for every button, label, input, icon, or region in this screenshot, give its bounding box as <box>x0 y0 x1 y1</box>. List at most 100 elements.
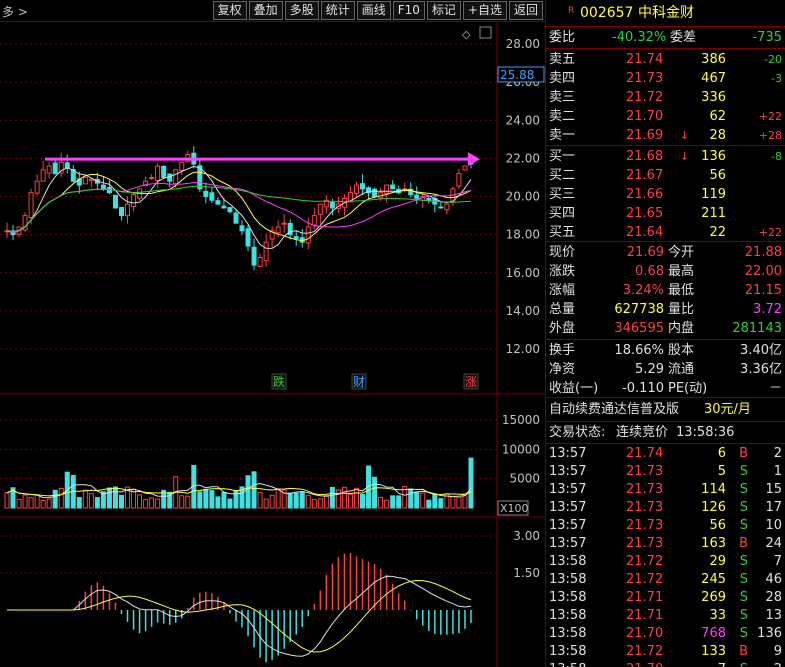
candle-body <box>203 190 209 197</box>
tick-row: 13:58 21.70 768 S 136 <box>546 625 785 643</box>
price-axis-label: 16.00 <box>506 266 540 280</box>
promo-row[interactable]: 自动续费通达信普及版 30元/月 <box>546 400 785 419</box>
volume-bar <box>185 495 191 509</box>
toolbar-button[interactable]: 复权 <box>212 1 247 20</box>
chart-toolbar: 多 > 复权 叠加 多股 统计 画线 F10 标记 +自选 返回 <box>0 0 545 22</box>
volume-bar <box>197 491 203 509</box>
tick-row: 13:57 21.73 114 S 15 <box>546 481 785 499</box>
trade-status-value: 连续竞价 <box>616 425 669 440</box>
candle-body <box>414 194 420 199</box>
quote-value: 346595 <box>614 321 664 336</box>
volume-bar <box>462 492 468 509</box>
event-marker: 跌 <box>273 374 285 389</box>
tick-time: 13:58 <box>549 644 587 659</box>
tick-side: S <box>739 572 748 587</box>
asks-row: 卖二 21.70 62 +22 <box>546 107 785 126</box>
promo-text[interactable]: 自动续费通达信普及版 <box>549 402 680 417</box>
toolbar-button[interactable]: 画线 <box>356 1 391 20</box>
tick-count: 15 <box>765 482 782 497</box>
volume-bar <box>456 496 462 509</box>
asks-label: 卖五 <box>549 52 576 67</box>
quote-value: 21.15 <box>744 283 782 298</box>
candle-body <box>131 194 137 208</box>
asks-price: 21.73 <box>626 71 664 86</box>
toolbar-button[interactable]: +自选 <box>462 1 507 20</box>
tick-row: 13:58 21.70 7 S 2 <box>546 661 785 667</box>
asks-change: +28 <box>758 129 782 142</box>
volume-bar <box>28 497 34 509</box>
toolbar-button[interactable]: F10 <box>392 1 425 20</box>
asks-row: 卖五 21.74 386 -20 <box>546 50 785 69</box>
toolbar-button[interactable]: 返回 <box>508 1 543 20</box>
candle-body <box>64 162 70 169</box>
quote-value: 21.88 <box>744 245 782 260</box>
toolbar-button[interactable]: 叠加 <box>248 1 283 20</box>
toolbar-button[interactable]: 统计 <box>320 1 355 20</box>
bids-row: 买三 21.66 119 <box>546 185 785 204</box>
bids-label: 买三 <box>549 187 576 202</box>
volume-bar <box>106 487 112 509</box>
period-menu[interactable]: 多 > <box>2 5 28 19</box>
volume-bar <box>305 494 311 509</box>
tick-count: 10 <box>765 518 782 533</box>
stock-name: 中科金财 <box>638 5 694 21</box>
volume-bar <box>203 488 209 509</box>
tick-count: 2 <box>774 661 782 667</box>
bids-label: 买二 <box>549 168 576 183</box>
tick-price: 21.71 <box>626 590 664 605</box>
bids-volume: 119 <box>701 187 726 202</box>
volume-bar <box>88 493 94 509</box>
quote-label: 涨跌 <box>549 264 576 279</box>
volume-bar <box>34 494 40 509</box>
volume-bar <box>251 471 257 509</box>
bids-price: 21.67 <box>626 168 664 183</box>
asks-price: 21.72 <box>626 90 664 105</box>
ma5-line <box>6 165 472 249</box>
asks-change: -20 <box>764 53 782 66</box>
quote-value: 0.68 <box>635 264 664 279</box>
stats-label: 股本 <box>668 343 695 358</box>
candle-body <box>112 194 118 209</box>
candle-body <box>384 184 390 194</box>
candle-body <box>390 184 396 190</box>
volume-bar <box>281 489 287 509</box>
tick-side: B <box>739 644 748 659</box>
bids-change: +22 <box>758 226 782 239</box>
candle-body <box>317 203 323 215</box>
tick-price: 21.73 <box>626 500 664 515</box>
tick-time: 13:58 <box>549 661 586 667</box>
tick-side: B <box>739 536 748 551</box>
toolbar-button[interactable]: 标记 <box>426 1 461 20</box>
tick-side: S <box>739 554 748 569</box>
chart-canvas[interactable]: 28.0026.0024.0022.0020.0018.0016.0014.00… <box>0 22 545 667</box>
candle-body <box>143 180 149 187</box>
asks-label: 卖一 <box>549 128 576 143</box>
candle-body <box>197 165 203 190</box>
candle-body <box>233 212 239 224</box>
volume-bar <box>335 489 341 509</box>
bids-price: 21.66 <box>626 187 664 202</box>
volume-bar <box>360 493 366 509</box>
candle-body <box>88 178 94 182</box>
event-marker: 财 <box>353 375 365 389</box>
bids-volume: 211 <box>701 206 726 221</box>
tick-row: 13:57 21.73 163 B 24 <box>546 535 785 553</box>
candle-body <box>179 161 185 171</box>
volume-bar <box>378 496 384 509</box>
kline-chart[interactable]: 28.0026.0024.0022.0020.0018.0016.0014.00… <box>0 22 545 667</box>
toolbar-button[interactable]: 多股 <box>284 1 319 20</box>
tick-price: 21.73 <box>626 464 664 479</box>
candle-body <box>263 241 269 262</box>
candle-body <box>311 215 317 226</box>
price-axis-label: 18.00 <box>506 228 540 242</box>
macd-axis-label: 1.50 <box>513 566 540 580</box>
volume-axis-label: 15000 <box>502 413 540 427</box>
candle-body <box>155 165 161 181</box>
quote-label: 现价 <box>549 245 576 260</box>
weibi-value: -40.32% <box>612 30 667 45</box>
candle-body <box>34 180 40 194</box>
promo-price[interactable]: 30元/月 <box>704 402 751 417</box>
asks-volume: 386 <box>701 52 726 67</box>
tick-side: S <box>739 590 748 605</box>
tick-price: 21.73 <box>626 518 664 533</box>
